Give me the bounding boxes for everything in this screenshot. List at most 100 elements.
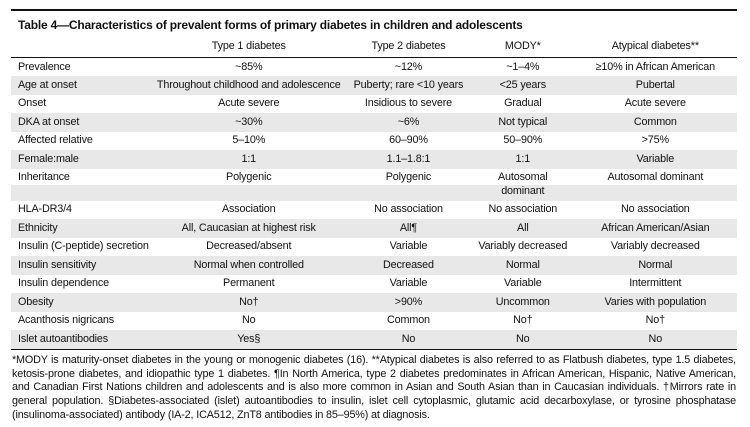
table-cell: ~85% xyxy=(235,60,263,73)
table-row: DKA at onset ~30% ~6% Not typical Common xyxy=(11,113,737,132)
table-cell: Common xyxy=(633,115,677,128)
table-row: Acanthosis nigricans No Common No† No† xyxy=(11,311,737,331)
table-cell: 1:1 xyxy=(515,152,531,165)
table-cell: All xyxy=(517,221,529,234)
row-label: Inheritance xyxy=(18,171,70,184)
table-cell: Acute severe xyxy=(624,97,686,110)
table-row: Prevalence ~85% ~12% ~1–4% ≥10% in African A… xyxy=(11,57,737,77)
table-cell: 5–10% xyxy=(232,134,266,147)
row-label: Onset xyxy=(18,97,47,110)
table-cell: Variably decreased xyxy=(478,240,568,253)
table-cell: Variable xyxy=(503,277,542,290)
table-cell: No xyxy=(648,332,663,345)
table-cell: No association xyxy=(374,203,443,216)
table-cell: Variable xyxy=(389,240,428,253)
table-cell: Normal xyxy=(638,258,673,271)
table-cell: 50–90% xyxy=(503,134,543,147)
table-cell: ~1–4% xyxy=(506,60,540,73)
row-label: HLA-DR3/4 xyxy=(18,203,72,216)
table-row: Islet autoantibodies Yes§ No No No xyxy=(11,330,737,349)
table-cell: No association xyxy=(620,203,690,216)
table-cell: ≥10% in African American xyxy=(595,60,716,73)
table-cell: Acute severe xyxy=(218,97,280,110)
table-cell: 1:1 xyxy=(241,152,257,165)
table-row: Insulin dependence Permanent Variable Varia… xyxy=(11,274,737,294)
table-cell: <25 years xyxy=(499,78,547,91)
table-cell: Common xyxy=(387,314,430,327)
row-label: Insulin (C-peptide) secretion xyxy=(18,240,149,253)
table-title: Table 4—Characteristics of prevalent for… xyxy=(18,18,523,32)
table-cell: Puberty; rare <10 years xyxy=(353,78,464,91)
row-label: Insulin sensitivity xyxy=(18,258,97,271)
table-cell: Uncommon xyxy=(495,295,550,308)
table-cell: No xyxy=(516,332,530,345)
table-cell: All¶ xyxy=(399,221,418,234)
table-cell: Yes§ xyxy=(237,332,261,345)
table-cell: Variable xyxy=(636,152,675,165)
row-label: Age at onset xyxy=(18,78,77,91)
table-cell: Insidious to severe xyxy=(364,97,453,110)
table-header-row: Type 1 diabetes Type 2 diabetes MODY* Atypi… xyxy=(11,38,737,58)
table-cell: Pubertal xyxy=(635,78,675,91)
row-label: Ethnicity xyxy=(18,221,58,234)
table-cell: No association xyxy=(488,203,558,216)
row-label: Insulin dependence xyxy=(18,277,109,290)
table-header: Type 1 diabetes Type 2 diabetes MODY* Atypi… xyxy=(11,38,737,58)
corner-cell xyxy=(11,38,153,58)
diabetes-characteristics-table: Type 1 diabetes Type 2 diabetes MODY* Atypi… xyxy=(11,38,737,349)
table-cell: Not typical xyxy=(498,115,548,128)
table-cell: Variably decreased xyxy=(610,240,700,253)
table-row: Obesity No† >90% Uncommon Varies with popula… xyxy=(11,293,737,312)
table-cell: No† xyxy=(513,314,533,327)
table-cell: Permanent xyxy=(223,277,275,290)
table-cell: No† xyxy=(239,295,259,308)
table-cell: Polygenic xyxy=(385,171,432,184)
table-cell: ~30% xyxy=(235,115,263,128)
table-footnote: *MODY is maturity-onset diabetes in the … xyxy=(11,348,737,427)
table-cell: 1.1–1.8:1 xyxy=(386,152,431,165)
table-body: Prevalence ~85% ~12% ~1–4% ≥10% in African A… xyxy=(11,57,737,349)
table-cell: Gradual xyxy=(504,97,542,110)
table-row: Onset Acute severe Insidious to severe Grad… xyxy=(11,94,737,114)
table-cell: African American/Asian xyxy=(601,221,710,234)
table-cell: No† xyxy=(645,314,666,327)
table-cell: Varies with population xyxy=(604,295,707,308)
column-header: Atypical diabetes** xyxy=(573,38,737,58)
table-cell: No xyxy=(241,314,256,327)
table-row: Insulin (C-peptide) secretion Decreased/a… xyxy=(11,237,737,257)
table-cell: Association xyxy=(221,203,276,216)
table-row: Affected relative 5–10% 60–90% 50–90% >75% xyxy=(11,131,737,151)
row-label: Affected relative xyxy=(18,134,93,147)
table-cell: Decreased/absent xyxy=(206,240,292,253)
table-row: Insulin sensitivity Normal when controlle… xyxy=(11,256,737,275)
table-cell: 60–90% xyxy=(389,134,428,147)
table-row: HLA-DR3/4 Association No association No ass… xyxy=(11,200,737,220)
table-cell: >90% xyxy=(394,295,423,308)
row-label: Obesity xyxy=(18,295,54,308)
table-row: Inheritance Polygenic Polygenic Autosomal d… xyxy=(11,168,737,201)
table-cell: Throughout childhood and adolescence xyxy=(156,78,341,91)
column-header: Type 2 diabetes xyxy=(344,38,472,58)
column-header: Type 1 diabetes xyxy=(152,38,345,58)
table-cell: ~12% xyxy=(394,60,423,73)
table-cell: Decreased xyxy=(383,258,434,271)
table-cell: No xyxy=(401,332,416,345)
row-label: Prevalence xyxy=(18,60,71,73)
table-cell: All, Caucasian at highest risk xyxy=(181,221,316,234)
table-cell: Variable xyxy=(389,277,428,290)
row-label: Acanthosis nigricans xyxy=(18,314,115,327)
table-frame: Table 4—Characteristics of prevalent for… xyxy=(11,9,737,427)
table-row: Female:male 1:1 1.1–1.8:1 1:1 Variable xyxy=(11,150,737,169)
table-cell: Polygenic xyxy=(226,171,272,184)
row-label: Female:male xyxy=(18,152,79,165)
table-row: Age at onset Throughout childhood and ado… xyxy=(11,76,737,95)
table-cell: Autosomal dominant xyxy=(607,171,704,184)
table-cell: Autosomal dominant xyxy=(497,171,548,197)
table-cell: >75% xyxy=(641,134,669,147)
table-cell: ~6% xyxy=(397,115,420,128)
row-label: Islet autoantibodies xyxy=(18,332,109,345)
column-header: MODY* xyxy=(471,38,574,58)
table-row: Ethnicity All, Caucasian at highest risk A… xyxy=(11,219,737,238)
table-cell: Intermittent xyxy=(629,277,682,290)
